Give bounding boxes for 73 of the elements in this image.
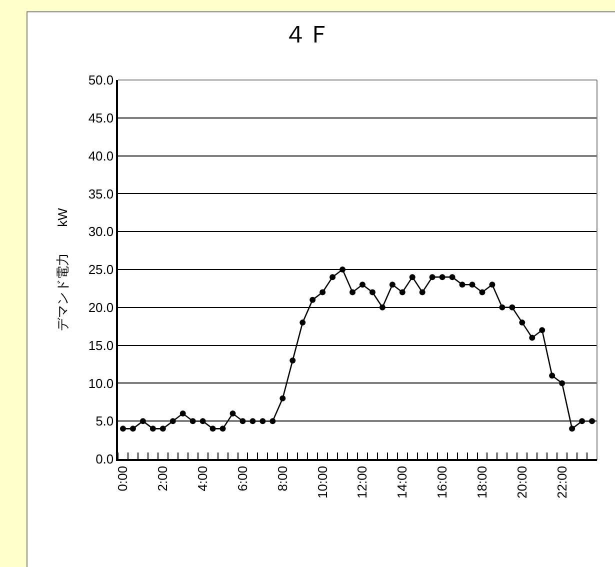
- point: [419, 289, 426, 296]
- point: [489, 282, 496, 288]
- y-tick-label: 25.0: [88, 262, 114, 278]
- point: [479, 289, 486, 296]
- point: [330, 274, 336, 280]
- point: [120, 426, 126, 432]
- point: [509, 304, 516, 310]
- point: [300, 320, 306, 326]
- point: [270, 418, 276, 424]
- y-tick-label: 5.0: [96, 414, 114, 429]
- point: [459, 282, 466, 288]
- point: [280, 395, 286, 402]
- point: [569, 426, 576, 432]
- point: [250, 418, 256, 424]
- x-tick-label: 12:00: [354, 466, 370, 498]
- point: [519, 320, 526, 326]
- point: [340, 266, 346, 272]
- point: [130, 426, 136, 432]
- point: [449, 274, 456, 280]
- point: [529, 334, 536, 341]
- point: [230, 410, 236, 417]
- y-tick-label: 10.0: [88, 376, 114, 391]
- y-tick-label: 30.0: [88, 224, 114, 240]
- point: [260, 418, 266, 424]
- point: [150, 426, 156, 432]
- point: [140, 418, 146, 424]
- point: [439, 274, 446, 280]
- y-tick-label: 50.0: [88, 72, 114, 88]
- point: [369, 289, 376, 296]
- chart-title: ４Ｆ: [284, 21, 332, 48]
- point: [389, 282, 396, 288]
- x-tick-label: 8:00: [274, 466, 290, 492]
- point: [200, 418, 206, 424]
- point: [310, 296, 316, 303]
- point: [589, 418, 596, 424]
- x-tick-label: 4:00: [195, 466, 210, 492]
- x-tick-label: 16:00: [434, 466, 450, 498]
- x-tick-label: 22:00: [554, 466, 570, 498]
- point: [409, 274, 416, 280]
- y-tick-label: 15.0: [88, 338, 114, 353]
- point: [170, 418, 176, 424]
- point: [180, 410, 186, 417]
- point: [160, 426, 166, 432]
- point: [549, 372, 556, 379]
- point: [220, 426, 226, 432]
- y-tick-label: 40.0: [88, 148, 114, 164]
- point: [240, 418, 246, 424]
- y-axis-title: デマンド電力 kW: [54, 207, 70, 331]
- y-tick-label: 35.0: [88, 186, 114, 202]
- point: [559, 380, 566, 386]
- point: [499, 304, 506, 310]
- point: [399, 289, 406, 296]
- x-tick-label: 0:00: [115, 466, 130, 492]
- point: [359, 282, 366, 288]
- point: [210, 426, 216, 432]
- point: [350, 289, 356, 296]
- x-tick-label: 18:00: [474, 466, 490, 498]
- x-tick-label: 10:00: [314, 466, 330, 498]
- x-tick-label: 2:00: [155, 466, 170, 492]
- y-tick-label: 45.0: [88, 110, 114, 126]
- point: [379, 304, 386, 310]
- y-tick-label: 20.0: [88, 300, 114, 315]
- x-tick-label: 20:00: [514, 466, 530, 498]
- point: [429, 274, 436, 280]
- y-tick-label: 0.0: [96, 452, 114, 467]
- point: [290, 357, 296, 364]
- point: [539, 327, 546, 334]
- x-tick-label: 14:00: [394, 466, 410, 498]
- point: [320, 289, 326, 296]
- x-tick-label: 6:00: [234, 466, 250, 492]
- point: [469, 282, 476, 288]
- point: [579, 418, 586, 424]
- point: [190, 418, 196, 424]
